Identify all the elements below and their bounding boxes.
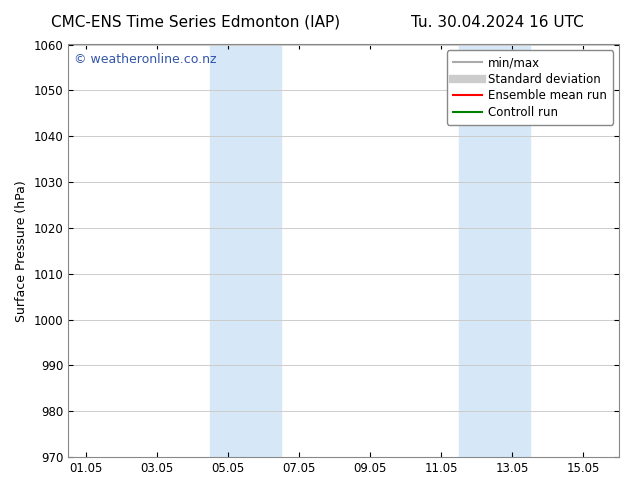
Y-axis label: Surface Pressure (hPa): Surface Pressure (hPa) xyxy=(15,180,28,322)
Text: CMC-ENS Time Series Edmonton (IAP): CMC-ENS Time Series Edmonton (IAP) xyxy=(51,15,340,30)
Text: © weatheronline.co.nz: © weatheronline.co.nz xyxy=(74,53,216,66)
Text: Tu. 30.04.2024 16 UTC: Tu. 30.04.2024 16 UTC xyxy=(411,15,583,30)
Bar xyxy=(210,45,281,457)
Bar xyxy=(459,45,530,457)
Legend: min/max, Standard deviation, Ensemble mean run, Controll run: min/max, Standard deviation, Ensemble me… xyxy=(447,50,613,125)
